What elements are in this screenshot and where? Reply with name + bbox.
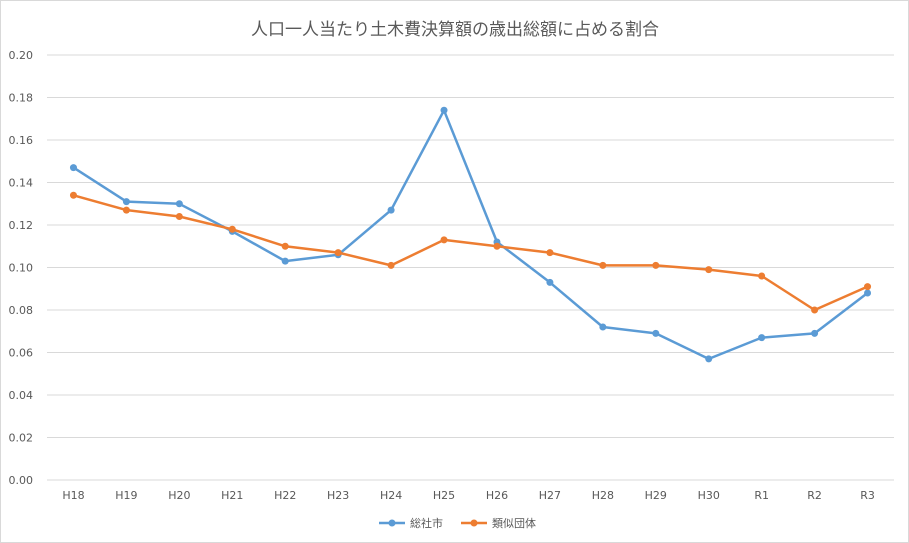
data-point [864,289,872,297]
x-tick-label: H28 [592,489,614,502]
data-point [281,242,289,250]
data-point [652,261,660,269]
data-point [387,206,395,214]
x-tick-label: H20 [168,489,190,502]
data-point [546,249,554,257]
y-axis-tick-labels: 0.00 0.02 0.04 0.06 0.08 0.10 0.12 0.14 0.16 0.18… [9,49,34,487]
series-line [72,109,869,361]
legend-item: 総社市 [379,516,443,530]
legend-marker [388,519,396,527]
data-point [705,355,713,363]
data-point [228,225,236,233]
data-point [281,257,289,265]
data-point [69,191,77,199]
data-point [122,206,130,214]
data-point [599,261,607,269]
y-tick-label: 0.18 [9,92,34,105]
gridlines [47,54,894,481]
x-tick-label: R2 [807,489,822,502]
y-tick-label: 0.16 [9,134,34,147]
data-point [440,106,448,114]
series-1 [69,106,872,363]
legend-label: 類似団体 [492,516,536,530]
y-tick-label: 0.14 [9,177,34,190]
data-point [811,306,819,314]
series-lines [69,106,872,363]
legend-label: 総社市 [410,516,443,530]
x-tick-label: H21 [221,489,243,502]
x-tick-label: H22 [274,489,296,502]
x-tick-label: R1 [754,489,769,502]
data-point [864,283,872,291]
y-tick-label: 0.10 [9,262,34,275]
chart-title: 人口一人当たり土木費決算額の歳出総額に占める割合 [251,20,659,40]
x-tick-label: H25 [433,489,455,502]
x-tick-label: R3 [860,489,875,502]
legend: 総社市 類似団体 [379,516,536,530]
y-tick-label: 0.02 [9,432,34,445]
data-point [705,266,713,274]
data-point [758,334,766,342]
x-tick-label: H30 [698,489,720,502]
y-tick-label: 0.08 [9,304,34,317]
series-2 [69,191,872,314]
x-axis-tick-labels: H18 H19 H20 H21 H22 H23 H24 H25 H26 H27 H28 H29 H30 R… [62,489,875,502]
data-point [334,249,342,257]
data-point [175,213,183,220]
legend-marker [470,519,478,527]
data-point [546,278,554,286]
y-tick-label: 0.12 [9,219,34,232]
data-point [811,329,819,337]
legend-item: 類似団体 [461,516,536,530]
data-point [387,261,395,269]
data-point [652,329,660,337]
x-tick-label: H24 [380,489,402,502]
y-tick-label: 0.06 [9,347,34,360]
x-tick-label: H18 [62,489,84,502]
x-tick-label: H19 [115,489,137,502]
x-tick-label: H23 [327,489,349,502]
x-tick-label: H27 [539,489,561,502]
data-point [758,272,766,280]
data-point [440,236,448,244]
y-tick-label: 0.00 [9,474,34,487]
data-point [599,323,607,331]
data-point [122,198,130,206]
y-tick-label: 0.04 [9,389,34,402]
data-point [69,164,77,172]
x-tick-label: H26 [486,489,508,502]
y-tick-label: 0.20 [9,49,34,62]
x-tick-label: H29 [645,489,667,502]
data-point [493,242,501,250]
data-point [175,200,183,208]
series-line [72,194,869,312]
